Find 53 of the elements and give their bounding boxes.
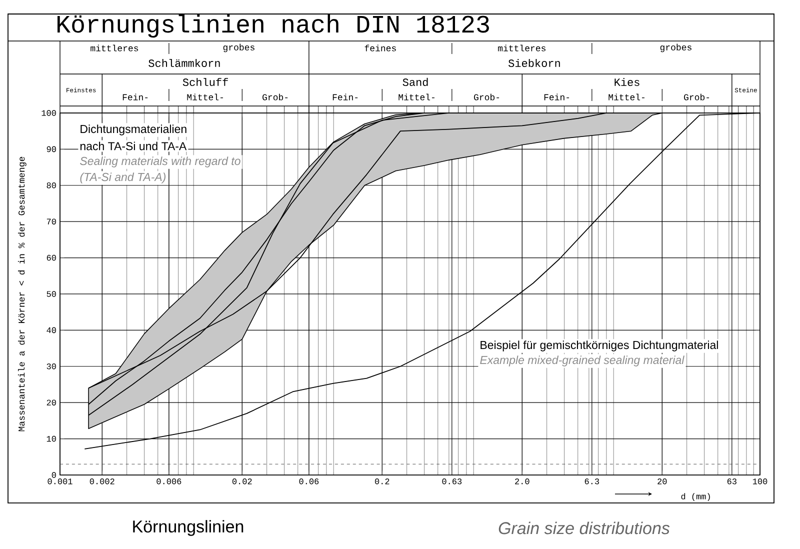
x-tick-label: 20 <box>658 478 667 484</box>
text: Siebkorn <box>508 58 560 68</box>
text: Schluff <box>182 78 228 86</box>
x-tick-label: 0.06 <box>299 478 319 484</box>
annotation: Example mixed-grained sealing material <box>480 356 684 366</box>
x-tick-label: 6.3 <box>584 478 600 484</box>
y-tick-label: 90 <box>46 146 56 152</box>
text: Kies <box>614 78 640 86</box>
x-axis-title: d (mm) <box>681 493 710 502</box>
x-tick-label: 100 <box>752 478 768 484</box>
y-tick-label: 40 <box>46 327 56 334</box>
x-tick-label: 0.006 <box>156 478 182 484</box>
x-tick-label: 0.63 <box>442 478 462 484</box>
text: Sand <box>402 78 428 86</box>
annotation: Dichtungsmaterialien <box>80 124 186 136</box>
x-tick-label: 2.0 <box>515 478 530 484</box>
x-tick-label: 0.001 <box>48 478 72 484</box>
annotation: Sealing materials with regard to <box>80 156 240 168</box>
text: Grain size distributions <box>498 522 670 534</box>
text: Mittel- <box>608 94 644 100</box>
y-tick-label: 30 <box>46 364 56 370</box>
y-tick-label: 0 <box>52 472 56 478</box>
text: Fein- <box>122 94 148 100</box>
text: grobes <box>223 44 254 52</box>
text: Mittel- <box>398 94 434 100</box>
text: grobes <box>660 44 692 52</box>
annotation: Beispiel für gemischtkörniges Dichtungmaterial <box>480 340 718 352</box>
text: Grob- <box>262 94 288 100</box>
annotation: nach TA-Si und TA-A <box>80 142 187 150</box>
y-tick-label: 20 <box>46 400 56 406</box>
chart-title: Körnungslinien nach DIN 18123 <box>58 14 489 38</box>
text: Körnungslinien <box>133 520 244 536</box>
text: mittleres <box>498 44 546 52</box>
y-tick-label: 10 <box>46 436 56 442</box>
y-tick-label: 100 <box>42 110 56 116</box>
text: Grob- <box>474 94 500 100</box>
text: feines <box>364 44 396 52</box>
y-tick-label: 70 <box>46 218 56 224</box>
x-tick-label: 0.002 <box>90 478 114 484</box>
x-tick-label: 63 <box>727 478 736 484</box>
x-tick-label: 0.02 <box>232 478 252 484</box>
text: Schlämmkorn <box>148 58 220 68</box>
text: mittleres <box>90 44 138 52</box>
text: Mittel- <box>187 94 223 100</box>
y-tick-label: 60 <box>46 254 56 261</box>
y-tick-label: 50 <box>46 291 56 297</box>
y-axis-title: Massenanteile a der Körner < d in % der Gesamtmenge <box>18 156 26 432</box>
text: Fein- <box>544 94 570 100</box>
y-tick-label: 80 <box>46 182 56 188</box>
text: Grob- <box>684 94 710 100</box>
x-tick-label: 0.2 <box>375 478 390 484</box>
annotation: (TA-Si and TA-A) <box>80 172 166 184</box>
text: Fein- <box>332 94 358 100</box>
